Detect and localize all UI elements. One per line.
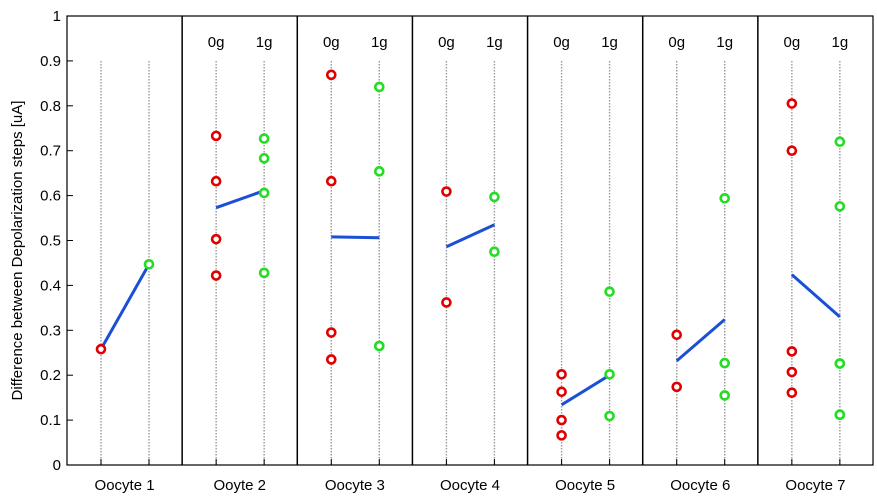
panel-label: Oocyte 6 [670, 477, 730, 494]
y-tick-label: 0.7 [40, 143, 61, 160]
panel-2: 0g 1g Ooyte 2 [208, 16, 299, 494]
condition-label-0g: 0g [553, 34, 570, 51]
point-0g [325, 69, 337, 81]
y-tick-label: 1 [53, 8, 61, 25]
point-0g [786, 145, 798, 156]
point-1g [258, 153, 270, 164]
mean-line [99, 263, 151, 350]
condition-label-1g: 1g [716, 34, 733, 51]
panel-label: Oocyte 3 [325, 477, 385, 494]
mean-line [790, 273, 841, 318]
point-1g [719, 192, 731, 204]
point-1g [719, 357, 731, 369]
panel-label: Ooyte 2 [213, 477, 266, 494]
point-1g [834, 136, 846, 148]
panel-6: 0g 1g Oocyte 6 [668, 16, 759, 494]
point-0g [786, 387, 798, 399]
point-0g [786, 366, 798, 378]
point-0g [325, 354, 337, 365]
condition-label-0g: 0g [323, 34, 340, 51]
panel-label: Oocyte 4 [440, 477, 500, 494]
panel-1: Oocyte 1 [95, 16, 183, 494]
panel-7: 0g 1g Oocyte 7 [784, 34, 849, 494]
panel-4: 0g 1g Oocyte 4 [438, 16, 529, 494]
point-1g [834, 409, 846, 421]
y-tick-label: 0.4 [40, 277, 61, 294]
point-0g [441, 186, 452, 197]
point-0g [671, 381, 683, 393]
point-1g [143, 258, 155, 270]
point-0g [441, 297, 452, 308]
y-tick-label: 0.6 [40, 188, 61, 205]
mean-line [215, 189, 265, 210]
condition-label-0g: 0g [208, 34, 225, 51]
point-0g [556, 430, 567, 441]
y-axis-title: Difference between Depolarization steps … [9, 101, 26, 401]
y-tick-label: 0.5 [40, 233, 61, 250]
plot-frame [66, 15, 874, 466]
point-1g [258, 133, 270, 144]
mean-line [560, 373, 611, 407]
condition-label-0g: 0g [668, 34, 685, 51]
point-1g [834, 358, 846, 369]
point-0g [786, 98, 798, 109]
mean-line [675, 318, 726, 362]
point-1g [373, 340, 385, 352]
point-0g [210, 233, 222, 245]
condition-label-1g: 1g [371, 34, 388, 51]
point-0g [556, 414, 567, 426]
point-1g [373, 166, 385, 177]
plot-border [66, 15, 874, 466]
panel-label: Oocyte 1 [95, 477, 155, 494]
point-1g [604, 286, 615, 297]
point-0g [325, 175, 337, 187]
point-0g [210, 175, 222, 187]
point-1g [489, 246, 500, 258]
point-0g [556, 386, 567, 398]
y-tick-label: 0.1 [40, 412, 61, 429]
condition-label-0g: 0g [784, 34, 801, 51]
mean-line [331, 235, 380, 240]
y-tick-label: 0 [53, 457, 61, 474]
y-axis: 0 0.1 0.2 0.3 0.4 0.5 0.6 0.7 0.8 0.9 1 [40, 8, 73, 474]
condition-label-1g: 1g [832, 34, 849, 51]
panel-label: Oocyte 7 [785, 477, 845, 494]
point-1g [604, 410, 615, 422]
point-0g [556, 369, 567, 380]
point-1g [489, 191, 500, 203]
point-0g [210, 270, 222, 281]
point-0g [671, 329, 683, 341]
point-0g [325, 327, 337, 338]
condition-label-1g: 1g [601, 34, 618, 51]
panel-3: 0g 1g Oocyte 3 [323, 16, 414, 494]
panel-label: Oocyte 5 [555, 477, 615, 494]
panels: Oocyte 1 0g 1g Ooyte 2 0g 1g Oocyte 3 0g 1g Oocyt… [95, 16, 849, 494]
point-0g [95, 343, 107, 355]
y-tick-label: 0.8 [40, 98, 61, 115]
condition-label-1g: 1g [486, 34, 503, 51]
point-1g [258, 267, 270, 279]
panel-5: 0g 1g Oocyte 5 [553, 16, 644, 494]
point-1g [373, 81, 385, 93]
point-1g [834, 201, 846, 212]
point-1g [258, 187, 270, 199]
point-0g [786, 346, 798, 357]
y-tick-label: 0.2 [40, 367, 61, 384]
point-1g [719, 390, 731, 401]
mean-line [445, 223, 496, 249]
point-0g [210, 130, 222, 142]
y-tick-label: 0.9 [40, 53, 61, 70]
condition-label-1g: 1g [256, 34, 273, 51]
point-1g [604, 369, 615, 380]
condition-label-0g: 0g [438, 34, 455, 51]
y-tick-label: 0.3 [40, 322, 61, 339]
